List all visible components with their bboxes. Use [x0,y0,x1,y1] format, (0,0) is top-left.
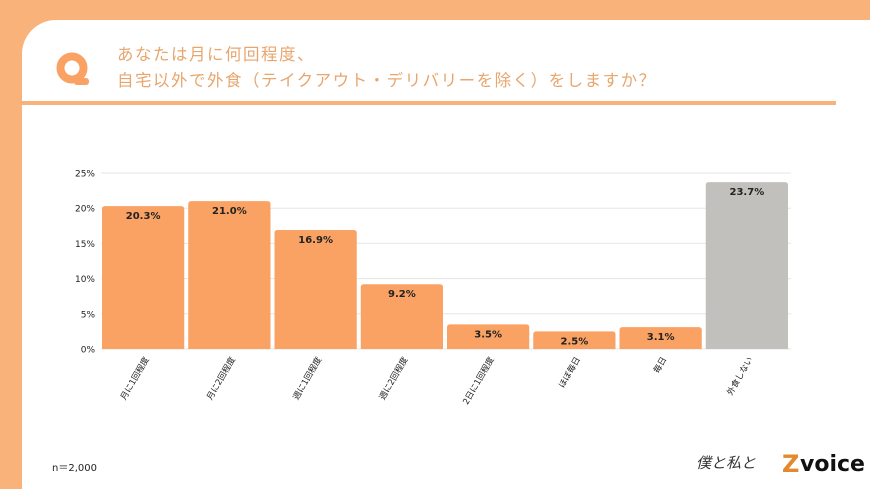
data-label: 23.7% [730,187,765,198]
bar [533,331,616,349]
bar [188,201,271,349]
q-icon [56,52,89,85]
x-tick-label: 外食しない [725,355,756,397]
x-tick-label: 週に2回程度 [377,355,411,402]
y-tick-label: 5% [81,310,96,320]
sample-size: n＝2,000 [52,463,97,474]
title-line-1: あなたは月に何回程度、 [117,45,315,64]
x-tick-label: 月に2回程度 [204,355,238,402]
data-label: 3.1% [647,332,675,343]
bar [705,182,788,349]
title-divider [22,101,836,105]
data-label: 21.0% [212,206,247,217]
data-label: 9.2% [388,289,416,300]
logo-brand: voice [800,452,865,477]
bar [274,230,357,349]
brand-logo: 僕と私と Z voice [696,450,866,480]
x-tick-label: 週に1回程度 [291,355,325,402]
data-label: 2.5% [561,336,589,347]
logo-z-mark: Z [782,450,800,478]
bar [360,284,443,349]
logo-handwritten: 僕と私と [696,454,757,472]
y-tick-label: 0% [81,346,96,356]
title-line-2: 自宅以外で外食（テイクアウト・デリバリーを除く）をしますか？ [117,71,657,90]
data-label: 16.9% [298,235,333,246]
y-tick-label: 25% [75,170,95,180]
data-label: 3.5% [474,329,502,340]
x-tick-label: ほぼ毎日 [556,355,583,390]
data-label: 20.3% [126,211,161,222]
y-tick-label: 20% [75,205,95,215]
bar [102,206,185,349]
bar [619,327,702,349]
bar [447,324,530,349]
question-title: あなたは月に何回程度、 自宅以外で外食（テイクアウト・デリバリーを除く）をします… [117,42,657,94]
x-tick-label: 2日に1回程度 [461,355,497,407]
y-tick-label: 10% [75,275,95,285]
x-tick-label: 月に1回程度 [118,355,152,402]
x-tick-label: 毎日 [651,355,669,375]
y-tick-label: 15% [75,240,95,250]
